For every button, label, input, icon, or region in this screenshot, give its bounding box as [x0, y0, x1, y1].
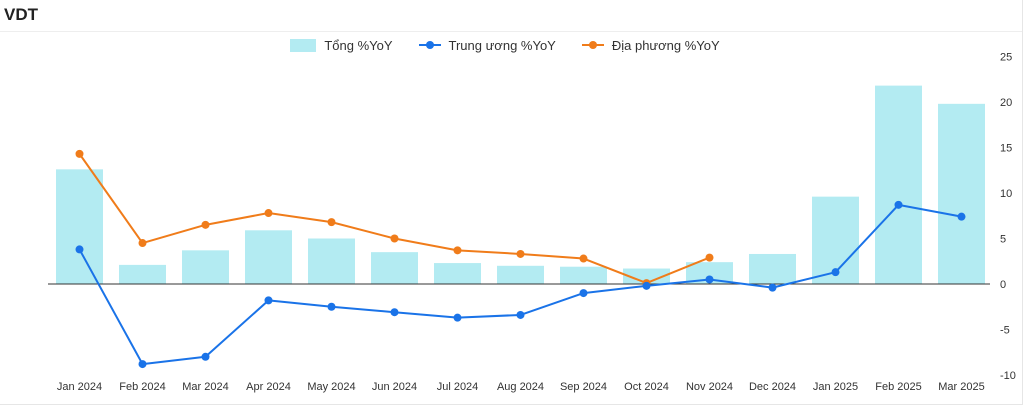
series-trung-uong-point [705, 275, 714, 284]
series-dia-phuong-point [579, 254, 588, 263]
x-tick-label: Oct 2024 [624, 381, 669, 393]
chart-legend: Tổng %YoY Trung ương %YoY Địa phương %Yo… [0, 35, 1010, 55]
y-tick-label: 0 [1000, 279, 1006, 291]
x-tick-label: Mar 2024 [182, 381, 228, 393]
series-trung-uong-point [390, 308, 399, 317]
y-tick-label: 20 [1000, 97, 1012, 109]
bar [938, 103, 985, 284]
bar [434, 263, 481, 284]
chart-title: VDT [4, 5, 38, 24]
series-trung-uong-point [894, 200, 903, 209]
x-tick-label: Nov 2024 [686, 381, 733, 393]
y-tick-label: 15 [1000, 143, 1012, 155]
x-tick-label: Jan 2025 [813, 381, 858, 393]
legend-item-line2[interactable]: Địa phương %YoY [581, 37, 720, 53]
series-dia-phuong-point [264, 209, 273, 218]
series-dia-phuong-point [201, 220, 210, 229]
legend-label-line1: Trung ương %YoY [448, 37, 556, 53]
bar [56, 169, 103, 284]
series-trung-uong-point [264, 296, 273, 305]
bar [497, 265, 544, 284]
x-tick-label: Dec 2024 [749, 381, 796, 393]
y-tick-label: 5 [1000, 234, 1006, 246]
bar [308, 238, 355, 284]
series-trung-uong-point [327, 302, 336, 311]
bar [245, 230, 292, 284]
series-trung-uong-point [75, 245, 84, 254]
legend-item-line1[interactable]: Trung ương %YoY [418, 37, 556, 53]
y-tick-label: -5 [1000, 325, 1010, 337]
x-tick-label: Sep 2024 [560, 381, 607, 393]
bar [182, 250, 229, 284]
x-tick-label: May 2024 [307, 381, 355, 393]
x-tick-label: Feb 2025 [875, 381, 921, 393]
series-trung-uong-point [201, 352, 210, 361]
bar [749, 253, 796, 284]
series-trung-uong-point [453, 313, 462, 322]
series-dia-phuong-point [138, 239, 147, 248]
bar [371, 252, 418, 284]
y-tick-label: 25 [1000, 52, 1012, 64]
x-tick-label: Aug 2024 [497, 381, 544, 393]
series-trung-uong-point [768, 283, 777, 292]
legend-swatch-bars [290, 38, 317, 52]
series-dia-phuong-point [453, 246, 462, 255]
series-trung-uong-point [138, 360, 147, 369]
x-tick-label: Jun 2024 [372, 381, 417, 393]
legend-swatch-line2 [581, 40, 604, 50]
series-dia-phuong-point [705, 253, 714, 262]
x-tick-label: Feb 2024 [119, 381, 165, 393]
y-tick-label: 10 [1000, 188, 1012, 200]
series-trung-uong-point [642, 281, 651, 290]
series-trung-uong-point [516, 310, 525, 319]
x-tick-label: Mar 2025 [938, 381, 984, 393]
x-tick-label: Jan 2024 [57, 381, 102, 393]
y-tick-label: -10 [1000, 370, 1016, 382]
bar [686, 262, 733, 284]
title-divider [0, 31, 1022, 32]
series-dia-phuong-point [516, 249, 525, 258]
legend-swatch-line1 [418, 40, 441, 50]
legend-label-bars: Tổng %YoY [324, 37, 393, 53]
x-tick-label: Apr 2024 [246, 381, 291, 393]
bar [623, 268, 670, 284]
series-dia-phuong-point [327, 218, 336, 227]
series-trung-uong-point [957, 212, 966, 221]
series-dia-phuong-point [390, 234, 399, 243]
x-tick-label: Jul 2024 [437, 381, 479, 393]
bar [560, 266, 607, 284]
bar [119, 264, 166, 284]
bar [875, 85, 922, 285]
series-dia-phuong-point [75, 149, 84, 158]
series-trung-uong-point [579, 289, 588, 298]
legend-item-bars[interactable]: Tổng %YoY [290, 37, 393, 53]
series-trung-uong-point [831, 268, 840, 277]
legend-label-line2: Địa phương %YoY [611, 37, 720, 53]
